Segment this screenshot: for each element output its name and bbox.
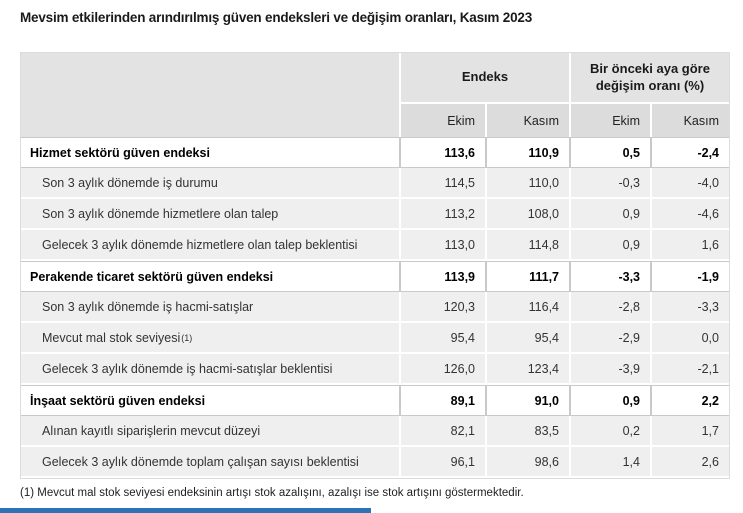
value-cell: 116,4	[487, 292, 569, 321]
value-cell: 108,0	[487, 199, 569, 228]
value-cell: -2,4	[652, 138, 729, 167]
value-cell: 120,3	[401, 292, 485, 321]
section-row: Hizmet sektörü güven endeksi 113,6 110,9 0,…	[21, 137, 729, 168]
value-cell: -4,0	[652, 168, 729, 197]
row-label: Alınan kayıtlı siparişlerin mevcut düzey…	[21, 416, 399, 445]
header-sub-row: Ekim Kasım Ekim Kasım	[401, 104, 729, 137]
row-label: Gelecek 3 aylık dönemde hizmetlere olan …	[21, 230, 399, 259]
row-label: Hizmet sektörü güven endeksi	[21, 138, 399, 167]
value-cell: 1,4	[571, 447, 650, 476]
row-label: Mevcut mal stok seviyesi (1)	[21, 323, 399, 352]
subheader-kasim-1: Kasım	[487, 104, 569, 137]
table-body: Hizmet sektörü güven endeksi 113,6 110,9 0,…	[21, 137, 729, 476]
value-cell: -2,8	[571, 292, 650, 321]
value-cell: -3,3	[571, 262, 650, 291]
row-label: Perakende ticaret sektörü güven endeksi	[21, 262, 399, 291]
value-cell: 91,0	[487, 386, 569, 415]
value-cell: -2,1	[652, 354, 729, 383]
value-cell: -3,9	[571, 354, 650, 383]
section-row: İnşaat sektörü güven endeksi 89,1 91,0 0,9 2…	[21, 385, 729, 416]
table-row: Gelecek 3 aylık dönemde hizmetlere olan …	[21, 230, 729, 259]
value-cell: 113,0	[401, 230, 485, 259]
table-row: Gelecek 3 aylık dönemde toplam çalışan s…	[21, 447, 729, 476]
value-cell: -3,3	[652, 292, 729, 321]
value-cell: 1,7	[652, 416, 729, 445]
value-cell: 113,6	[401, 138, 485, 167]
value-cell: -0,3	[571, 168, 650, 197]
value-cell: 1,6	[652, 230, 729, 259]
row-label: Gelecek 3 aylık dönemde iş hacmi-satışla…	[21, 354, 399, 383]
value-cell: 2,6	[652, 447, 729, 476]
subheader-ekim-1: Ekim	[401, 104, 485, 137]
value-cell: 95,4	[401, 323, 485, 352]
value-cell: 89,1	[401, 386, 485, 415]
value-cell: 95,4	[487, 323, 569, 352]
value-cell: 98,6	[487, 447, 569, 476]
value-cell: 0,0	[652, 323, 729, 352]
section-row: Perakende ticaret sektörü güven endeksi 1…	[21, 261, 729, 292]
value-cell: 114,8	[487, 230, 569, 259]
table-row: Alınan kayıtlı siparişlerin mevcut düzey…	[21, 416, 729, 445]
subheader-kasim-2: Kasım	[652, 104, 729, 137]
column-group-endeks: Endeks	[401, 53, 569, 102]
value-cell: -2,9	[571, 323, 650, 352]
value-cell: 2,2	[652, 386, 729, 415]
table-row: Son 3 aylık dönemde hizmetlere olan tale…	[21, 199, 729, 228]
value-cell: 0,9	[571, 199, 650, 228]
row-label: Son 3 aylık dönemde iş durumu	[21, 168, 399, 197]
footnote: (1) Mevcut mal stok seviyesi endeksinin …	[20, 487, 524, 499]
value-cell: 111,7	[487, 262, 569, 291]
value-cell: 110,0	[487, 168, 569, 197]
confidence-index-table: Endeks Bir önceki aya göre değişim oranı…	[20, 52, 730, 479]
value-cell: 126,0	[401, 354, 485, 383]
table-row: Son 3 aylık dönemde iş hacmi-satışlar 120…	[21, 292, 729, 321]
header-corner-cell	[21, 53, 399, 137]
value-cell: -4,6	[652, 199, 729, 228]
value-cell: 0,9	[571, 230, 650, 259]
row-label: Son 3 aylık dönemde iş hacmi-satışlar	[21, 292, 399, 321]
value-cell: 110,9	[487, 138, 569, 167]
value-cell: 0,9	[571, 386, 650, 415]
header-group-row: Endeks Bir önceki aya göre değişim oranı…	[401, 53, 729, 102]
table-row: Son 3 aylık dönemde iş durumu 114,5 110,0-…	[21, 168, 729, 197]
page-title: Mevsim etkilerinden arındırılmış güven e…	[20, 10, 533, 25]
row-label: Gelecek 3 aylık dönemde toplam çalışan s…	[21, 447, 399, 476]
value-cell: 96,1	[401, 447, 485, 476]
value-cell: 113,2	[401, 199, 485, 228]
value-cell: 82,1	[401, 416, 485, 445]
table-row: Mevcut mal stok seviyesi (1) 95,4 95,4 -2,9 0…	[21, 323, 729, 352]
value-cell: 113,9	[401, 262, 485, 291]
value-cell: 0,5	[571, 138, 650, 167]
value-cell: 0,2	[571, 416, 650, 445]
column-group-change-rate: Bir önceki aya göre değişim oranı (%)	[571, 53, 729, 102]
value-cell: 114,5	[401, 168, 485, 197]
table-header: Endeks Bir önceki aya göre değişim oranı…	[21, 53, 729, 137]
subheader-ekim-2: Ekim	[571, 104, 650, 137]
table-row: Gelecek 3 aylık dönemde iş hacmi-satışla…	[21, 354, 729, 383]
value-cell: 83,5	[487, 416, 569, 445]
value-cell: -1,9	[652, 262, 729, 291]
row-label: İnşaat sektörü güven endeksi	[21, 386, 399, 415]
value-cell: 123,4	[487, 354, 569, 383]
row-label: Son 3 aylık dönemde hizmetlere olan tale…	[21, 199, 399, 228]
bottom-accent-bar	[0, 508, 371, 513]
